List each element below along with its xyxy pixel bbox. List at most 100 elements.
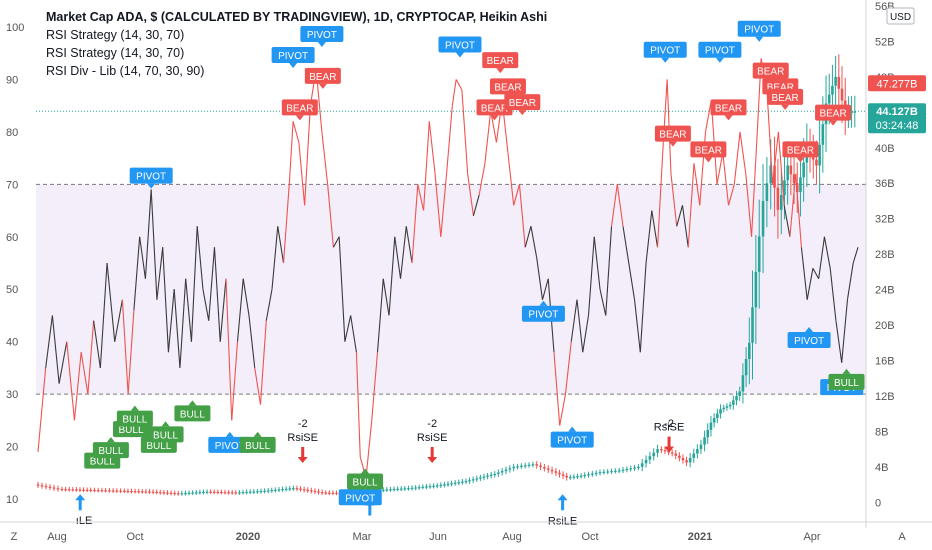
rsi-segment [434, 173, 442, 237]
rsi-segment [451, 79, 457, 106]
bull-label-pointer [253, 431, 262, 437]
price-tick-label: 52B [875, 36, 895, 48]
candle-body [108, 490, 111, 492]
legend-indicator-rsi-strategy-2[interactable]: RSI Strategy (14, 30, 70) [46, 46, 185, 60]
bear-label-pointer [490, 115, 499, 121]
price-axis[interactable]: 04B8B12B16B20B24B28B32B36B40B44B48B52B56… [865, 0, 915, 528]
rsi-segment [405, 226, 413, 264]
candle-body [403, 488, 407, 490]
pivot-label-box [521, 305, 565, 322]
candle-body [133, 491, 137, 493]
candle-body [853, 111, 857, 113]
candle-body [783, 180, 786, 196]
rsi-segment [288, 121, 294, 185]
candle-body [392, 488, 396, 491]
legend-indicator-rsi-div[interactable]: RSI Div - Lib (14, 70, 30, 90) [46, 64, 205, 78]
currency-badge[interactable]: USD [886, 7, 915, 25]
candle-body [617, 470, 621, 472]
rsi-segment [739, 131, 747, 174]
candle-body [670, 452, 674, 454]
rsi-segment [704, 100, 712, 132]
bear-label-box [504, 94, 541, 111]
candle-body [263, 490, 266, 492]
bear-label-text: BEAR [767, 82, 794, 93]
candle-body [504, 469, 508, 472]
candle-body [792, 174, 796, 184]
bear-label-pointer [668, 141, 677, 147]
bear-label-text: BEAR [757, 67, 784, 78]
candle-body [754, 271, 758, 308]
candle-body [173, 492, 176, 495]
zoom-button[interactable]: Z [11, 531, 18, 543]
candle-body [144, 491, 148, 493]
time-axis[interactable]: Aug Oct 2020 Mar Jun Aug Oct 2021 Apr Z A [0, 521, 932, 543]
rsi-segment [846, 262, 854, 300]
candle-body [310, 490, 313, 492]
rsi-segment [541, 278, 549, 300]
auto-scale-button[interactable]: A [898, 531, 906, 543]
rsi-segment [823, 236, 831, 269]
candle-body [187, 492, 191, 494]
auto-scale-button-label[interactable]: A [898, 531, 906, 543]
candle-body [155, 491, 158, 494]
rsi-segment [327, 184, 334, 248]
candle-body [591, 473, 594, 475]
candle-body [44, 486, 48, 488]
bear-label-text: BEAR [695, 145, 722, 156]
rsi-segment [576, 299, 584, 353]
bear-label-box [815, 104, 852, 121]
rsi-segment [394, 236, 402, 279]
candle-body [331, 492, 335, 494]
candle-body [432, 485, 435, 487]
candle-body [82, 489, 85, 491]
candle-body [288, 488, 292, 490]
candle-body [227, 492, 230, 494]
rsi-segment [219, 278, 227, 342]
candle-body [741, 375, 745, 392]
pivot-label: PIVOT [643, 41, 687, 63]
pivot-label-box [698, 41, 742, 58]
candle-body [728, 404, 732, 407]
candle-body [554, 471, 558, 473]
long-arrow-icon [75, 494, 86, 511]
pivot-label-text: PIVOT [278, 51, 308, 62]
pivot-label-text: PIVOT [705, 46, 735, 57]
pivot-label-box [550, 431, 594, 448]
candle-body [85, 489, 89, 491]
zoom-button-label[interactable]: Z [11, 531, 18, 543]
time-tick-label: Aug [47, 531, 67, 543]
bull-label-pointer [161, 421, 170, 427]
rsi-segment [455, 79, 463, 91]
pivot-label-box [438, 36, 482, 53]
candle-body [78, 489, 82, 491]
candle-body [317, 491, 320, 493]
rsi-segment [213, 247, 221, 342]
rsi-segment [530, 226, 538, 258]
pivot-label-text: PIVOT [528, 310, 558, 321]
bear-label-pointer [724, 115, 733, 121]
candle-body [385, 489, 389, 491]
candle-body [546, 468, 550, 470]
rsi-segment [298, 142, 306, 206]
candle-body [284, 488, 288, 490]
rsi-segment [628, 262, 636, 300]
legend-symbol[interactable]: Market Cap ADA, $ (CALCULATED BY TRADING… [46, 10, 548, 24]
short-signal-text: RsiSE [287, 432, 318, 444]
candle-body [126, 490, 130, 493]
candle-body [220, 491, 223, 494]
rsi-segment [750, 131, 758, 237]
bear-label-text: BEAR [309, 72, 336, 83]
candle-body [468, 480, 471, 482]
rsi-segment [657, 142, 664, 248]
price-badge-lower-text: 44.127B [876, 106, 918, 118]
bear-label-pointer [829, 120, 838, 126]
bear-label-box [654, 125, 691, 142]
pivot-label-text: PIVOT [794, 336, 824, 347]
bull-label-box [828, 373, 865, 390]
bear-label: BEAR [482, 52, 519, 74]
candle-body [151, 491, 155, 493]
rsi-segment [51, 315, 60, 384]
legend-indicator-rsi-strategy-1[interactable]: RSI Strategy (14, 30, 70) [46, 28, 185, 42]
currency-badge-text: USD [890, 12, 911, 23]
